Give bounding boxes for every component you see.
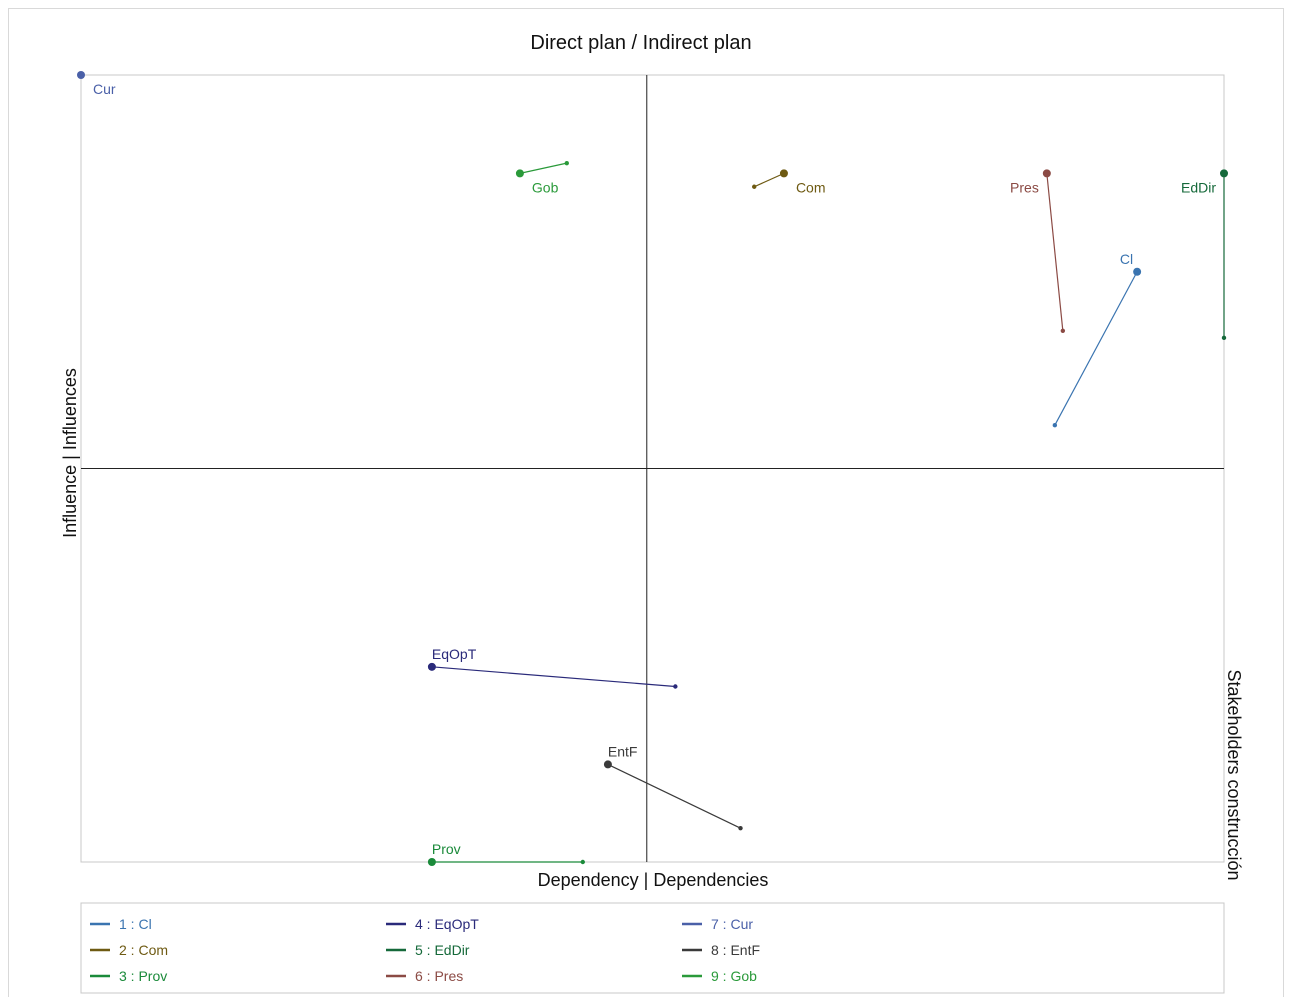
direct-point-com [779,169,788,178]
direct-point-pres [1042,169,1051,178]
chart-marks: Cl Com Prov EqOpT EdDir Pres Cur EntF Gob [77,71,1228,866]
point-label-pres: Pres [1010,179,1039,195]
direct-point-gob [515,169,524,178]
legend-entry: 4 : EqOpT [415,916,479,932]
legend-entry: 8 : EntF [711,942,760,958]
indirect-point-entf [738,825,743,831]
legend-box [80,902,1225,994]
indirect-point-gob [564,160,569,166]
point-label-entf: EntF [608,743,638,759]
indirect-point-pres [1060,328,1066,333]
indirect-point-prov [580,859,585,865]
y-axis-label: Influence | Influences [60,368,80,538]
indirect-point-eddir [1221,335,1227,341]
direct-point-entf [603,760,612,769]
indirect-point-com [752,184,757,189]
legend-entry: 3 : Prov [119,968,167,984]
point-label-gob: Gob [532,179,559,195]
point-label-com: Com [796,179,826,195]
legend-entry: 2 : Com [119,942,168,958]
direct-point-cl [1133,267,1142,276]
legend-entry: 9 : Gob [711,968,757,984]
point-label-prov: Prov [432,841,461,857]
direct-point-cur [77,71,85,79]
legend-entry: 7 : Cur [711,916,753,932]
connector-line-gob [519,162,567,174]
point-label-eqopt: EqOpT [432,646,477,662]
point-label-cl: Cl [1120,251,1133,267]
legend-entry: 5 : EdDir [415,942,470,958]
connector-line-pres [1046,173,1064,331]
side-label: Stakeholders construcción [1224,669,1244,880]
indirect-point-cl [1052,423,1058,428]
point-label-eddir: EdDir [1181,179,1216,195]
legend-entry: 6 : Pres [415,968,463,984]
connector-line-com [753,172,785,188]
direct-point-eddir [1220,169,1228,178]
direct-point-eqopt [427,662,436,671]
point-label-cur: Cur [93,81,116,97]
connector-line-cl [1054,271,1138,426]
direct-point-prov [427,858,436,866]
indirect-point-eqopt [673,684,678,689]
legend: 1 : Cl 2 : Com 3 : Prov 4 : EqOpT 5 : EdDir 6… [90,916,760,984]
chart-title: Direct plan / Indirect plan [530,32,751,54]
legend-entry: 1 : Cl [119,916,152,932]
connector-line-eqopt [431,666,676,688]
connector-line-entf [607,763,741,829]
x-axis-label: Dependency | Dependencies [538,870,769,890]
chart-frame [8,8,1284,997]
